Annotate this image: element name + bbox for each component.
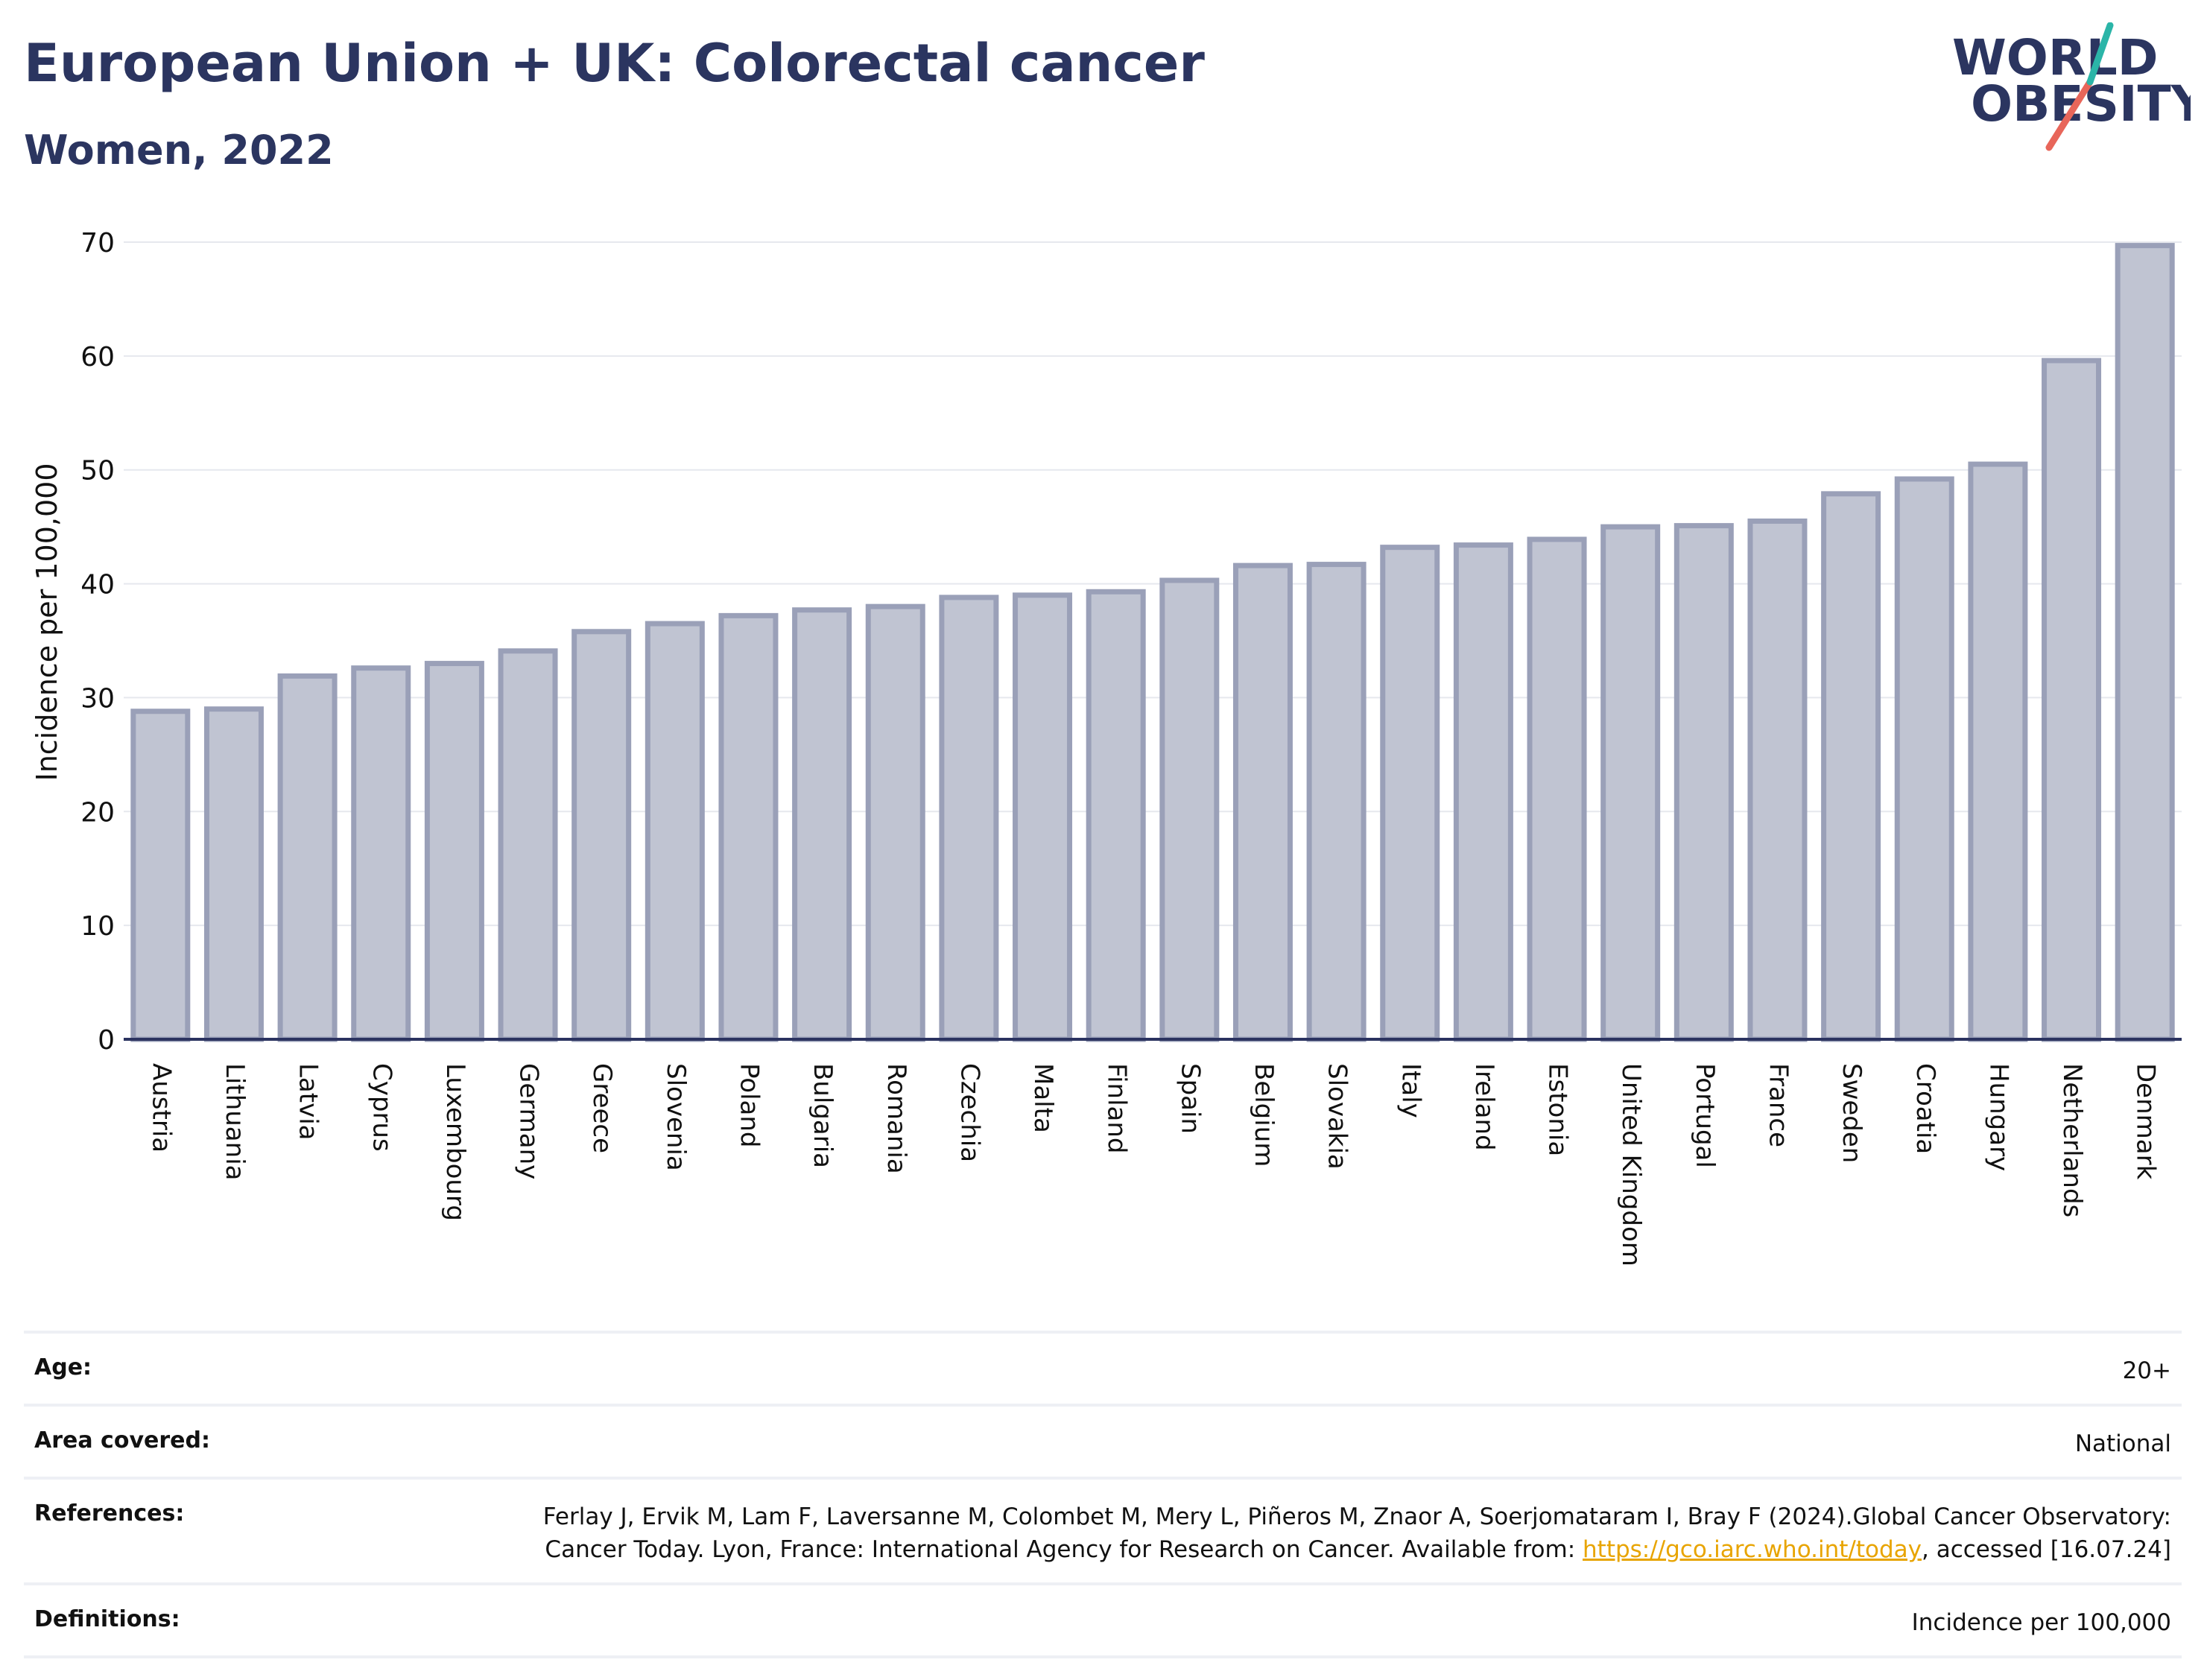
x-tick-label: Luxembourg — [440, 1063, 470, 1221]
x-tick-label: Ireland — [1469, 1063, 1499, 1151]
x-tick-label: Croatia — [1910, 1063, 1940, 1154]
x-tick-label: France — [1763, 1063, 1793, 1147]
definitions-label: Definitions: — [34, 1606, 180, 1632]
x-tick-label: Spain — [1175, 1063, 1205, 1134]
x-tick-label: Czechia — [954, 1063, 984, 1162]
y-tick-label: 30 — [80, 683, 115, 714]
bar-united-kingdom — [1600, 524, 1661, 1042]
area-label: Area covered: — [34, 1427, 210, 1454]
x-tick-labels: Austria Lithuania Latvia Cyprus Luxembourg Ge… — [146, 1063, 2160, 1267]
bar-netherlands — [2042, 358, 2102, 1042]
x-tick-label: Malta — [1028, 1063, 1058, 1133]
bar-slovenia — [645, 621, 705, 1042]
bar-bulgaria — [792, 607, 852, 1042]
x-tick-label: Poland — [734, 1063, 764, 1148]
x-tick-label: Hungary — [1983, 1063, 2013, 1171]
bar-slovakia — [1306, 562, 1367, 1042]
x-tick-label: Denmark — [2131, 1063, 2161, 1180]
references-link[interactable]: https://gco.iarc.who.int/today — [1583, 1536, 1922, 1563]
y-tick-label: 60 — [80, 342, 115, 373]
meta-row-area: Area covered: National — [24, 1404, 2182, 1477]
bar-portugal — [1673, 523, 1734, 1042]
bar-greece — [571, 629, 632, 1042]
bar-hungary — [1968, 461, 2028, 1042]
area-value: National — [2074, 1430, 2171, 1457]
bar-malta — [1013, 592, 1073, 1042]
bar-poland — [718, 612, 779, 1042]
y-tick-label: 40 — [80, 570, 115, 600]
x-tick-label: Bulgaria — [808, 1063, 837, 1168]
bar-france — [1747, 519, 1808, 1042]
bar-sweden — [1821, 491, 1881, 1042]
bar-belgium — [1232, 562, 1293, 1042]
bar-cyprus — [351, 665, 411, 1042]
bar-croatia — [1894, 476, 1954, 1042]
bar-czechia — [939, 595, 999, 1042]
y-axis-label: Incidence per 100,000 — [31, 463, 63, 781]
bar-estonia — [1527, 536, 1587, 1042]
y-tick-label: 50 — [80, 456, 115, 486]
bar-lithuania — [203, 706, 264, 1042]
x-tick-label: Cyprus — [367, 1063, 396, 1152]
definitions-value: Incidence per 100,000 — [1911, 1609, 2171, 1636]
age-label: Age: — [34, 1354, 92, 1381]
bar-chart: 0 10 20 30 40 50 60 70 Austria Lithuania Latvia Cy… — [31, 228, 2182, 1267]
bar-germany — [498, 648, 558, 1042]
bar-denmark — [2115, 243, 2175, 1042]
x-tick-label: Netherlands — [2057, 1063, 2087, 1217]
x-tick-label: Lithuania — [220, 1063, 250, 1180]
y-tick-labels: 0 10 20 30 40 50 60 70 — [80, 228, 115, 1056]
x-tick-label: Finland — [1102, 1063, 1132, 1154]
x-tick-label: Slovakia — [1323, 1063, 1352, 1170]
x-tick-label: United Kingdom — [1616, 1063, 1646, 1267]
y-tick-label: 0 — [98, 1025, 115, 1056]
references-value: Ferlay J, Ervik M, Lam F, Laversanne M, … — [457, 1500, 2171, 1566]
bar-finland — [1086, 589, 1146, 1042]
references-label: References: — [34, 1500, 185, 1527]
bar-luxembourg — [424, 661, 484, 1042]
bar-italy — [1380, 545, 1440, 1042]
x-tick-label: Germany — [514, 1063, 544, 1179]
references-text-2: , accessed [16.07.24] — [1921, 1536, 2171, 1563]
x-tick-label: Estonia — [1543, 1063, 1573, 1156]
logo-line1: WORLD — [1952, 29, 2159, 86]
meta-row-age: Age: 20+ — [24, 1331, 2182, 1404]
x-tick-label: Portugal — [1690, 1063, 1720, 1168]
x-tick-label: Latvia — [294, 1063, 323, 1141]
bar-austria — [130, 709, 191, 1042]
references-text-1: Ferlay J, Ervik M, Lam F, Laversanne M, … — [542, 1503, 2171, 1563]
x-tick-label: Italy — [1396, 1063, 1425, 1118]
meta-row-references: References: Ferlay J, Ervik M, Lam F, La… — [24, 1477, 2182, 1582]
y-tick-label: 10 — [80, 911, 115, 942]
y-tick-label: 70 — [80, 228, 115, 259]
logo-line2: OBESITY — [1971, 75, 2191, 133]
metadata-table: Age: 20+ Area covered: National Referenc… — [24, 1331, 2182, 1658]
x-tick-label: Romania — [881, 1063, 911, 1174]
bar-romania — [865, 603, 925, 1042]
x-tick-label: Belgium — [1249, 1063, 1279, 1167]
x-tick-label: Greece — [587, 1063, 617, 1153]
x-tick-label: Sweden — [1837, 1063, 1866, 1163]
world-obesity-logo: WORLD OBESITY — [1952, 22, 2191, 151]
chart-subtitle: Women, 2022 — [24, 127, 334, 174]
meta-row-definitions: Definitions: Incidence per 100,000 — [24, 1582, 2182, 1658]
bar-ireland — [1453, 542, 1513, 1042]
age-value: 20+ — [2122, 1357, 2171, 1384]
bar-latvia — [277, 673, 338, 1042]
y-tick-label: 20 — [80, 797, 115, 828]
x-tick-label: Austria — [146, 1063, 176, 1153]
bar-spain — [1159, 577, 1220, 1042]
bars — [130, 243, 2175, 1042]
chart-title: European Union + UK: Colorectal cancer — [24, 33, 1205, 94]
x-tick-label: Slovenia — [661, 1063, 691, 1171]
